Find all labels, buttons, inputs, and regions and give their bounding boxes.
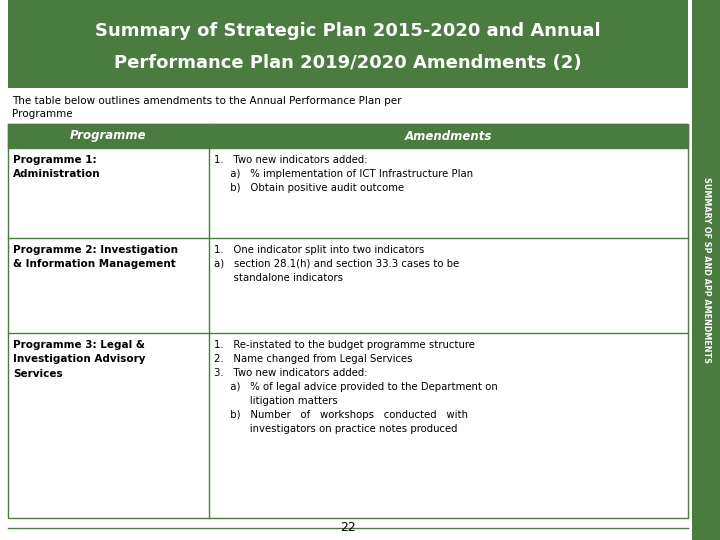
Bar xyxy=(8,0,688,88)
Text: Programme: Programme xyxy=(12,109,73,119)
Bar xyxy=(8,124,688,518)
Text: 1.   Two new indicators added:
     a)   % implementation of ICT Infrastructure : 1. Two new indicators added: a) % implem… xyxy=(214,155,473,193)
Text: Performance Plan 2019/2020 Amendments (2): Performance Plan 2019/2020 Amendments (2… xyxy=(114,55,582,72)
Text: Programme 1:
Administration: Programme 1: Administration xyxy=(13,155,101,179)
Text: Programme 2: Investigation
& Information Management: Programme 2: Investigation & Information… xyxy=(13,245,178,269)
Bar xyxy=(692,0,720,540)
Text: Programme 3: Legal &
Investigation Advisory
Services: Programme 3: Legal & Investigation Advis… xyxy=(13,340,145,379)
Text: Summary of Strategic Plan 2015-2020 and Annual: Summary of Strategic Plan 2015-2020 and … xyxy=(95,22,600,40)
Text: Programme: Programme xyxy=(70,130,147,143)
Text: SUMMARY OF SP AND APP AMENDMENTS: SUMMARY OF SP AND APP AMENDMENTS xyxy=(701,177,711,363)
Text: 1.   One indicator split into two indicators
a)   section 28.1(h) and section 33: 1. One indicator split into two indicato… xyxy=(214,245,459,283)
Text: 1.   Re-instated to the budget programme structure
2.   Name changed from Legal : 1. Re-instated to the budget programme s… xyxy=(214,340,498,434)
Text: The table below outlines amendments to the Annual Performance Plan per: The table below outlines amendments to t… xyxy=(12,96,402,106)
Bar xyxy=(8,124,688,148)
Text: Amendments: Amendments xyxy=(405,130,492,143)
Text: 22: 22 xyxy=(340,521,356,534)
